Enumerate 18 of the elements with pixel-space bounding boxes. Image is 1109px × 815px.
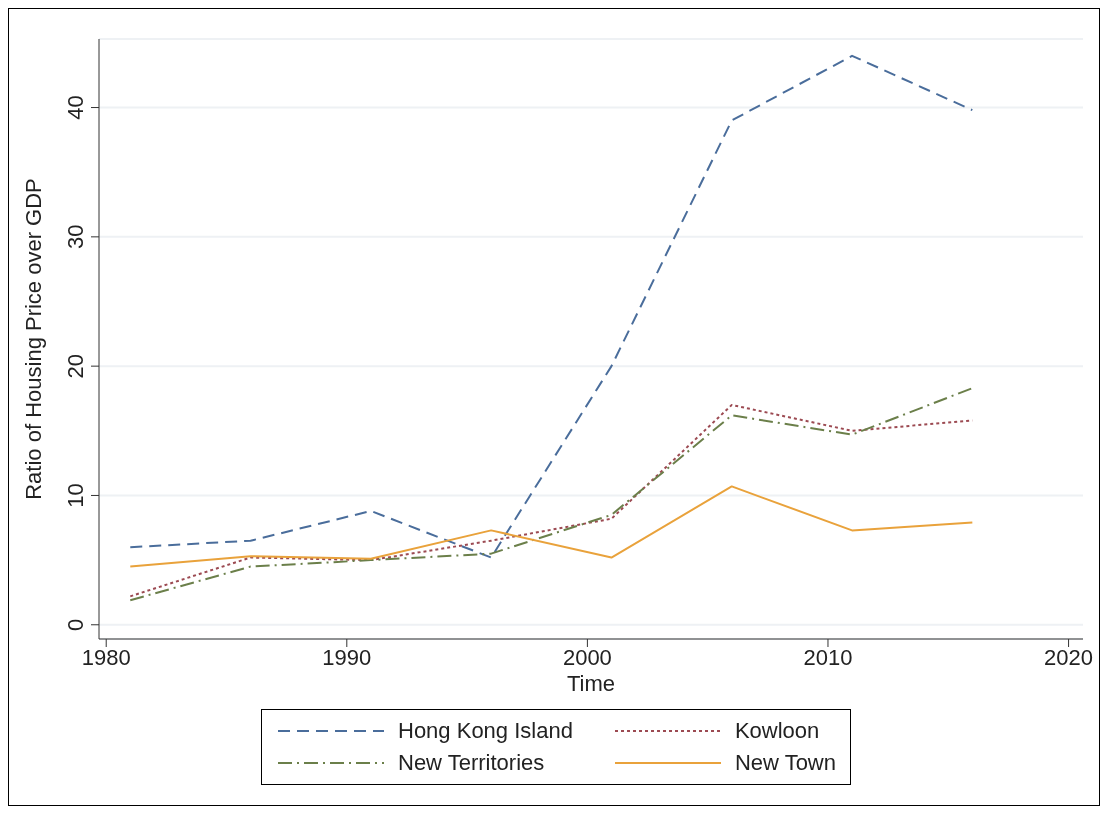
legend-label: Kowloon (734, 718, 820, 744)
y-tick-label: 20 (63, 353, 88, 379)
y-tick-label: 10 (63, 483, 88, 508)
x-tick-label: 2000 (562, 644, 612, 670)
x-axis-title: Time (566, 671, 616, 696)
line-series (129, 54, 974, 559)
x-tick-label: 2010 (803, 644, 853, 670)
x-tick-label: 1980 (81, 644, 131, 670)
legend-label: New Town (734, 750, 836, 776)
y-tick-label: 30 (63, 224, 88, 250)
line-series (129, 485, 974, 568)
legend-label: Hong Kong Island (398, 718, 573, 744)
y-tick-label: 0 (63, 618, 88, 631)
legend-label: New Territories (398, 750, 545, 776)
x-tick-label: 1990 (322, 644, 372, 670)
x-tick-label: 2020 (1044, 644, 1094, 670)
y-axis-title: Ratio of Housing Price over GDP (20, 178, 46, 500)
y-tick-label: 40 (63, 95, 88, 120)
